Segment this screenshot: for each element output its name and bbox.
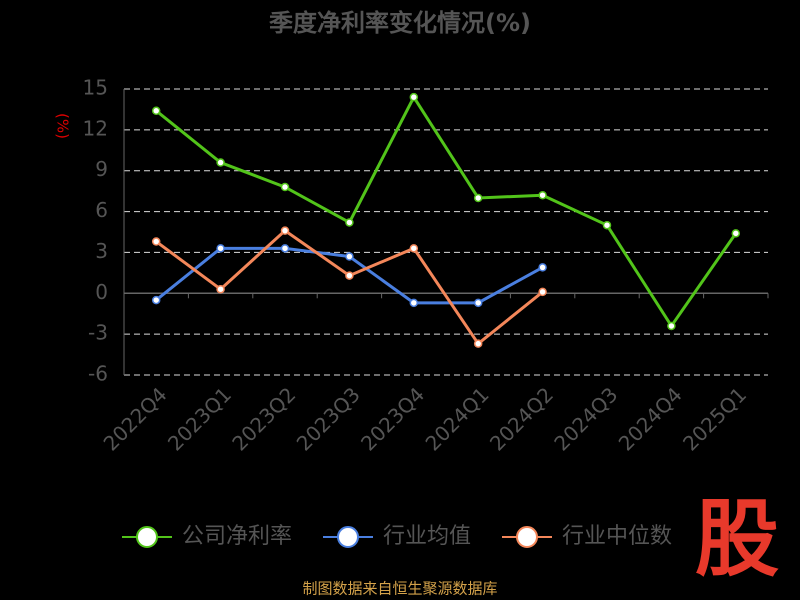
- data-point: [151, 106, 161, 116]
- data-point: [538, 263, 547, 272]
- legend-marker: [337, 526, 359, 548]
- data-point: [216, 244, 225, 253]
- y-tick-label: 0: [95, 280, 108, 304]
- data-point: [345, 271, 354, 280]
- data-point: [409, 298, 419, 308]
- y-tick-label: 15: [83, 76, 108, 100]
- x-tick-label: 2024Q2: [485, 382, 558, 455]
- data-point: [151, 295, 161, 305]
- x-tick-label: 2024Q3: [549, 382, 622, 455]
- legend-label: 行业中位数: [562, 524, 672, 549]
- data-point: [345, 252, 354, 261]
- x-tick-label: 2024Q4: [614, 382, 687, 455]
- x-tick-label: 2023Q3: [292, 382, 365, 455]
- data-point: [216, 158, 225, 167]
- data-point: [538, 190, 547, 200]
- data-point: [409, 244, 419, 253]
- legend-marker: [136, 526, 158, 548]
- data-point: [473, 298, 483, 308]
- x-tick-label: 2025Q1: [678, 382, 751, 455]
- data-point: [216, 284, 225, 294]
- logo: 股: [695, 490, 779, 588]
- data-point: [473, 339, 483, 348]
- x-tick-label: 2023Q2: [227, 382, 300, 455]
- y-axis-label: (%): [54, 113, 72, 139]
- y-tick-label: 3: [95, 239, 108, 263]
- data-point: [280, 182, 290, 192]
- x-tick-label: 2024Q1: [421, 382, 494, 455]
- y-tick-label: -3: [88, 321, 108, 345]
- data-point: [345, 218, 354, 227]
- data-point: [473, 193, 483, 203]
- y-tick-label: -6: [88, 362, 108, 386]
- x-tick-label: 2023Q1: [163, 382, 236, 455]
- data-point: [151, 237, 161, 246]
- legend-marker: [516, 526, 538, 548]
- data-point: [409, 92, 419, 102]
- source-note: 制图数据来自恒生聚源数据库: [302, 580, 497, 598]
- x-tick-label: 2022Q4: [99, 382, 172, 455]
- y-tick-label: 6: [95, 198, 108, 222]
- chart-title: 季度净利率变化情况(%): [269, 9, 531, 37]
- y-tick-label: 9: [95, 157, 108, 181]
- data-point: [538, 287, 547, 297]
- series-line: [155, 228, 544, 346]
- series-line: [155, 94, 738, 329]
- x-tick-label: 2023Q4: [356, 382, 429, 455]
- legend-label: 行业均值: [383, 524, 471, 549]
- legend-label: 公司净利率: [182, 524, 292, 549]
- data-point: [280, 226, 290, 235]
- y-tick-label: 12: [83, 116, 108, 140]
- data-point: [280, 244, 290, 253]
- data-point: [731, 229, 741, 238]
- data-point: [667, 321, 676, 331]
- data-point: [602, 220, 612, 230]
